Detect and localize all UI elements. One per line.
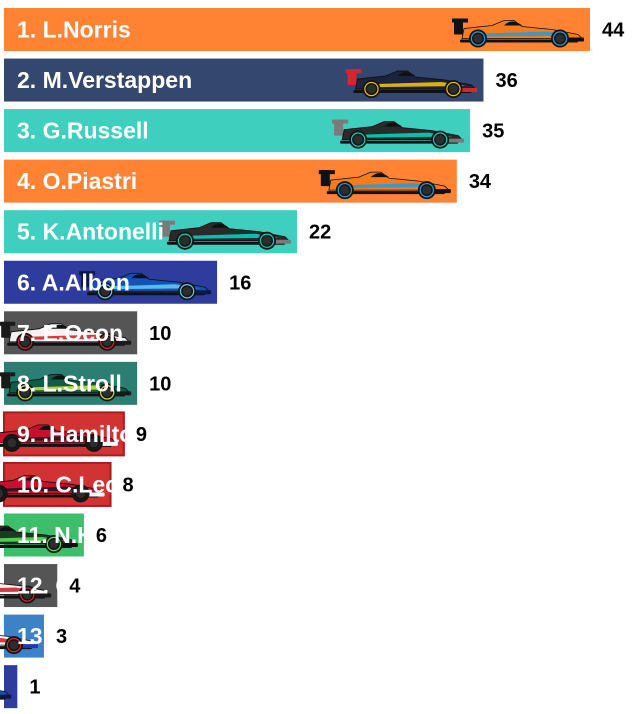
value-label: 8 xyxy=(123,474,134,496)
value-label: 10 xyxy=(149,373,171,395)
value-label: 44 xyxy=(602,20,625,42)
bar-label: 4. O.Piastri xyxy=(17,168,137,194)
value-label: 35 xyxy=(482,121,504,143)
bar-label: 8. L.Stroll xyxy=(17,370,122,396)
value-label: 16 xyxy=(229,272,251,294)
bar-label: 12. O.Bearman xyxy=(17,573,178,599)
bar-group: 1. L.Norris 44 xyxy=(4,8,625,51)
bar-group: 8. L.Stroll 10 xyxy=(0,362,171,405)
value-label: 9 xyxy=(136,424,147,446)
value-label: 36 xyxy=(495,70,517,92)
bar-label: 3. G.Russell xyxy=(17,118,149,144)
bar-label: 2. M.Verstappen xyxy=(17,67,192,93)
bar-label: 10. C.Leclerc xyxy=(17,471,159,497)
bar-label: 1. L.Norris xyxy=(17,17,131,43)
bar xyxy=(4,665,17,708)
bar-label: 13. Y.Tsunoda xyxy=(17,623,168,649)
bar-group: 5. K.Antonelli 22 xyxy=(4,210,331,253)
bar-group: 2. M.Verstappen 36 xyxy=(4,59,518,102)
value-label: 3 xyxy=(56,626,67,648)
value-label: 22 xyxy=(309,222,331,244)
bar-label: 5. K.Antonelli xyxy=(17,219,164,245)
value-label: 1 xyxy=(29,677,40,699)
bar-group: 7. E.Ocon 10 xyxy=(0,311,171,354)
bar-label: 6. A.Albon xyxy=(17,269,130,295)
bar-label: 7. E.Ocon xyxy=(17,320,123,346)
bar-group: 6. A.Albon 16 xyxy=(4,261,251,304)
value-label: 10 xyxy=(149,323,171,345)
bar-group: 3. G.Russell 35 xyxy=(4,109,504,152)
bar-group: 4. O.Piastri 34 xyxy=(4,160,492,203)
value-label: 4 xyxy=(69,576,81,598)
value-label: 34 xyxy=(469,171,492,193)
bar-label: 9. .Hamilton xyxy=(17,421,147,447)
value-label: 6 xyxy=(96,525,107,547)
bar-label: 11. N.Hulkenberg xyxy=(17,522,204,548)
